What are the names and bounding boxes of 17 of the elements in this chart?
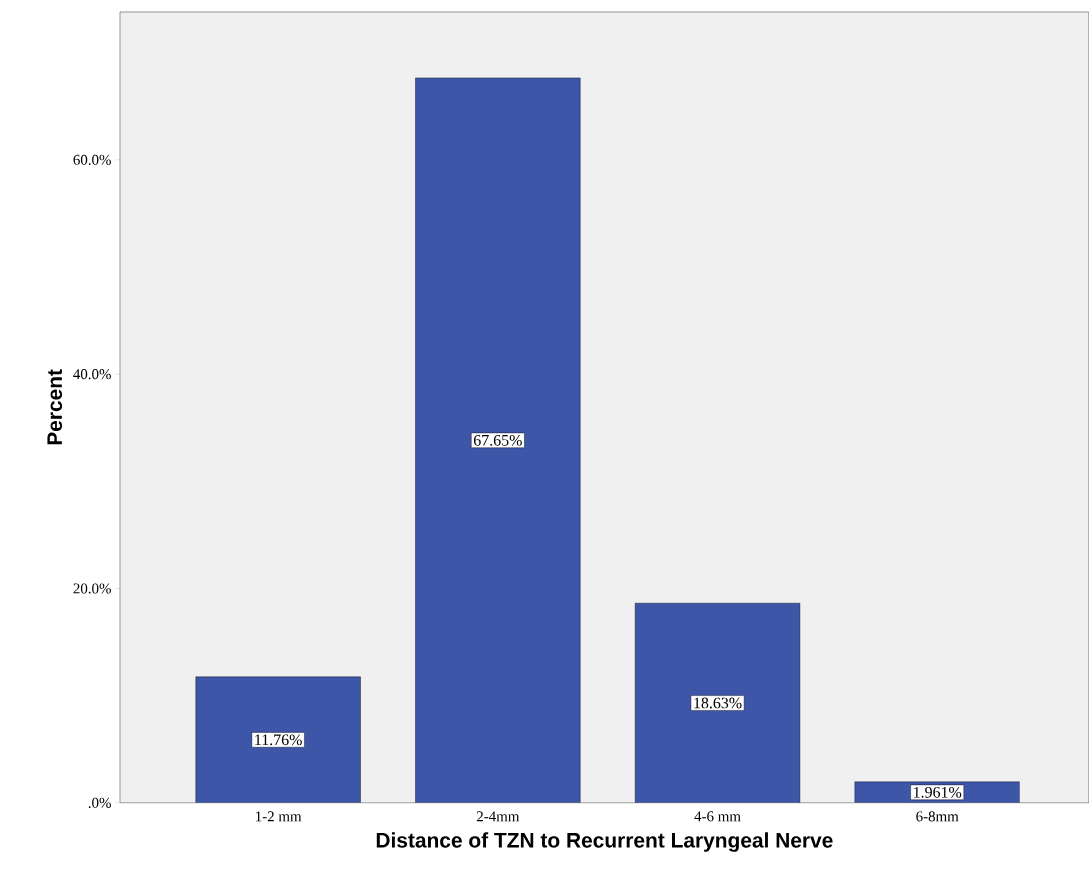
bar xyxy=(415,77,581,803)
data-label: 1.961% xyxy=(914,787,962,798)
x-tick-label: 4-6 mm xyxy=(694,811,741,822)
x-axis-title: Distance of TZN to Recurrent Laryngeal Nerve xyxy=(376,832,833,852)
bar xyxy=(195,676,361,803)
data-label: 67.65% xyxy=(473,435,522,446)
y-tick-label: 20.0% xyxy=(73,583,111,594)
y-tick-label: 60.0% xyxy=(73,154,111,166)
data-label: 18.63% xyxy=(694,697,742,709)
y-axis-title: Percent xyxy=(47,369,63,445)
y-tick-label: 40.0% xyxy=(73,369,111,380)
y-tick-label: .0% xyxy=(88,797,111,808)
bar xyxy=(634,603,801,803)
data-label: 11.76% xyxy=(255,734,302,746)
x-tick-label: 2-4mm xyxy=(476,811,520,822)
x-tick-label: 6-8mm xyxy=(916,811,959,822)
x-tick-label: 1-2 mm xyxy=(256,811,302,822)
